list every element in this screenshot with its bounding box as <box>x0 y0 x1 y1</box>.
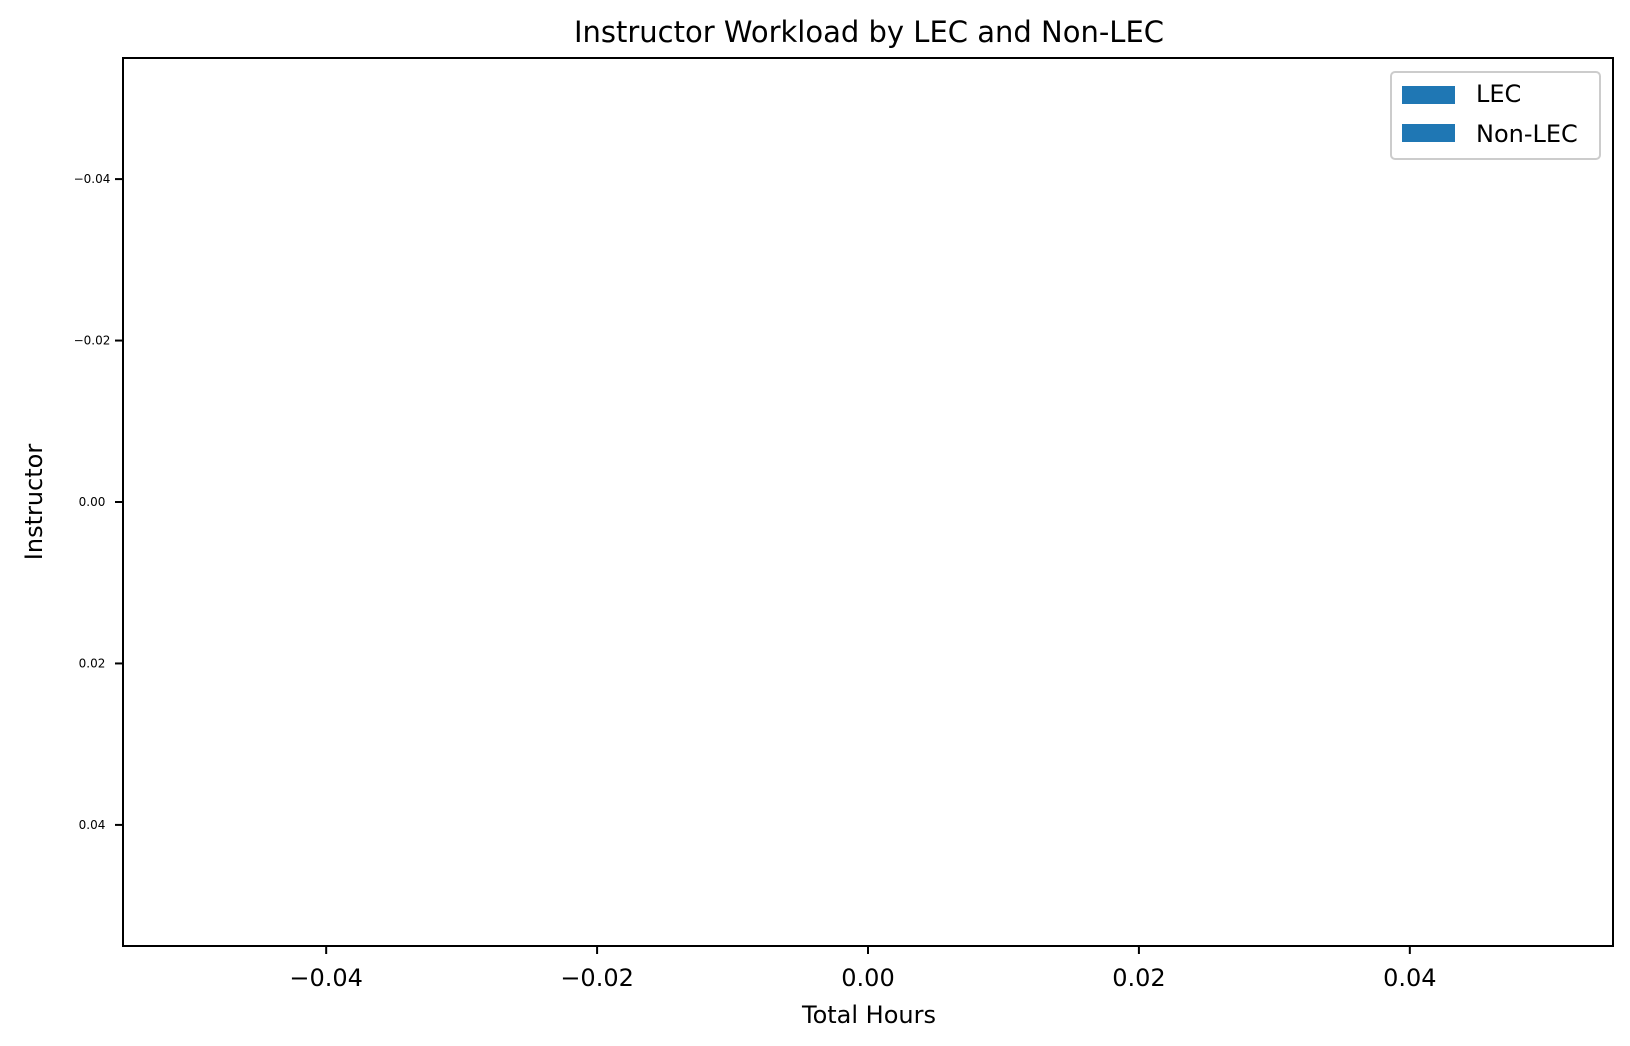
legend-label-non-lec: Non-LEC <box>1476 120 1578 148</box>
x-tick-label: −0.02 <box>560 964 634 992</box>
y-tick-label: 0.02 <box>79 656 106 670</box>
x-axis-ticks: −0.04 −0.02 0.00 0.02 0.04 <box>289 946 1437 992</box>
legend-label-lec: LEC <box>1476 80 1521 108</box>
chart-title: Instructor Workload by LEC and Non-LEC <box>574 15 1164 49</box>
y-axis-label: Instructor <box>20 444 48 561</box>
legend-swatch-lec <box>1402 86 1455 104</box>
x-tick-label: 0.02 <box>1112 964 1165 992</box>
x-axis-label: Total Hours <box>801 1001 936 1029</box>
x-tick-label: 0.04 <box>1383 964 1436 992</box>
x-tick-label: −0.04 <box>289 964 363 992</box>
y-tick-label: −0.04 <box>74 172 111 186</box>
y-tick-label: 0.04 <box>79 818 106 832</box>
legend[interactable]: LEC Non-LEC <box>1390 71 1601 160</box>
x-tick-label: 0.00 <box>841 964 894 992</box>
y-axis-ticks: −0.04 −0.02 0.00 0.02 0.04 <box>74 172 123 832</box>
legend-swatch-non-lec <box>1402 124 1455 142</box>
y-tick-label: 0.00 <box>79 495 106 509</box>
y-tick-label: −0.02 <box>74 334 111 348</box>
